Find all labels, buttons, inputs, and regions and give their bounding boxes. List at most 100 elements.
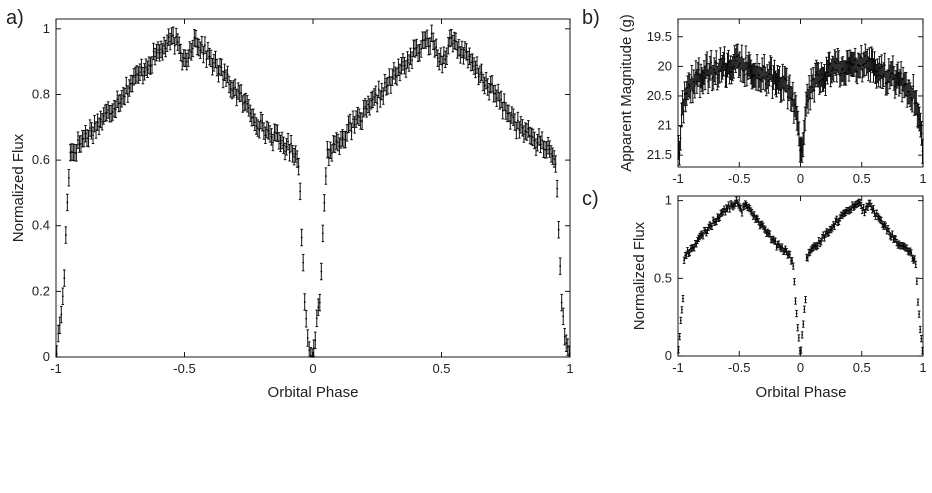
data-point xyxy=(876,69,879,72)
data-point xyxy=(341,137,344,139)
data-point xyxy=(710,61,713,64)
data-point xyxy=(399,71,401,74)
data-point xyxy=(494,92,497,95)
data-point xyxy=(825,68,828,71)
data-point xyxy=(108,112,111,115)
data-point xyxy=(545,148,548,151)
data-point xyxy=(765,232,768,235)
data-point xyxy=(273,131,276,134)
data-point xyxy=(411,59,413,62)
data-point xyxy=(790,98,793,101)
data-point xyxy=(806,95,809,98)
data-point xyxy=(442,54,445,57)
data-point xyxy=(211,65,214,68)
data-point xyxy=(882,225,885,228)
data-point xyxy=(690,76,693,79)
data-point xyxy=(566,346,569,349)
data-point xyxy=(702,234,704,237)
data-point xyxy=(143,70,146,73)
panel-a-ticks: -1 -0.5 0 0.5 1 0 0.2 0.4 0.6 0.8 1 xyxy=(32,19,574,376)
data-point xyxy=(764,78,767,81)
data-point xyxy=(684,98,687,101)
data-point xyxy=(787,87,790,90)
data-point xyxy=(327,156,330,159)
data-point xyxy=(408,62,410,64)
data-point xyxy=(132,75,135,78)
data-point xyxy=(761,69,764,71)
data-point xyxy=(804,298,807,301)
data-point xyxy=(818,81,821,84)
data-point xyxy=(793,103,796,106)
data-point xyxy=(830,228,833,231)
data-point xyxy=(772,238,775,241)
data-point xyxy=(544,149,546,151)
data-point xyxy=(321,232,324,235)
data-point xyxy=(110,112,113,115)
data-point xyxy=(293,155,296,158)
data-point xyxy=(852,206,855,209)
y-tick-label: 1 xyxy=(665,193,672,208)
data-point xyxy=(500,98,503,101)
data-point xyxy=(845,72,847,75)
data-point xyxy=(314,339,317,342)
data-point xyxy=(536,141,539,144)
data-point xyxy=(556,187,559,190)
data-point xyxy=(190,50,193,53)
data-point xyxy=(102,115,105,117)
data-point xyxy=(815,245,818,248)
data-point xyxy=(462,54,465,57)
data-point xyxy=(914,263,917,266)
data-point xyxy=(733,204,736,206)
data-point xyxy=(522,133,525,136)
data-point xyxy=(900,72,902,75)
data-point xyxy=(116,98,119,101)
data-point xyxy=(524,130,527,133)
data-point xyxy=(565,342,568,345)
data-point xyxy=(385,85,388,88)
data-point xyxy=(894,85,896,88)
data-point xyxy=(712,219,714,222)
data-point xyxy=(861,69,864,71)
data-point xyxy=(915,280,918,283)
data-point xyxy=(747,206,750,209)
panel-b-y-axis-title: Apparent Magnitude (g) xyxy=(618,14,635,172)
data-point xyxy=(417,52,419,55)
data-point xyxy=(912,85,915,88)
data-point xyxy=(96,121,99,124)
data-point xyxy=(282,144,285,147)
data-point xyxy=(148,64,150,67)
data-point xyxy=(98,125,100,128)
data-point xyxy=(813,89,816,92)
data-point xyxy=(768,233,771,235)
data-point xyxy=(898,83,900,86)
data-point xyxy=(800,349,802,352)
panel-label-b: b) xyxy=(582,7,600,29)
data-point xyxy=(196,45,199,48)
data-point xyxy=(822,78,825,81)
data-point xyxy=(885,82,888,85)
data-point xyxy=(824,82,827,85)
y-tick-label: 0.8 xyxy=(32,86,50,101)
data-point xyxy=(872,69,875,72)
data-point xyxy=(340,138,342,141)
data-point xyxy=(557,228,560,231)
data-point xyxy=(778,246,781,248)
x-tick-label: 0 xyxy=(797,360,804,375)
data-point xyxy=(796,326,799,329)
data-point xyxy=(694,71,697,74)
data-point xyxy=(816,244,819,247)
y-tick-label: 0 xyxy=(665,348,672,363)
data-point xyxy=(734,59,737,62)
data-point xyxy=(713,68,716,71)
data-point xyxy=(744,203,747,205)
data-point xyxy=(173,44,176,47)
data-point xyxy=(767,80,770,83)
data-point xyxy=(181,60,184,63)
data-point xyxy=(305,317,308,320)
panel-b-axes-frame xyxy=(677,18,924,168)
data-point xyxy=(498,99,501,102)
data-point xyxy=(213,61,215,64)
data-point xyxy=(563,335,566,338)
data-point xyxy=(800,148,802,150)
